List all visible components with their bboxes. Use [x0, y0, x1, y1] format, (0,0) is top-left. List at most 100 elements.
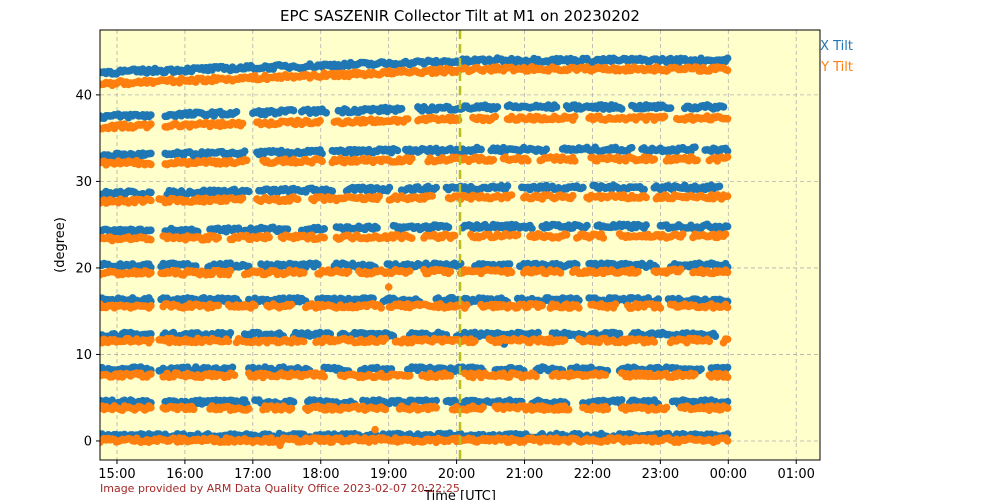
- data-point: [432, 183, 441, 192]
- data-point: [471, 337, 479, 345]
- data-point: [393, 146, 402, 155]
- data-point: [583, 221, 591, 230]
- data-point: [432, 404, 441, 412]
- data-points: [100, 54, 732, 450]
- data-point: [691, 143, 699, 151]
- data-point: [251, 301, 259, 310]
- data-point: [552, 103, 561, 111]
- data-point: [601, 371, 610, 379]
- data-point: [650, 338, 659, 346]
- data-point: [289, 398, 298, 406]
- data-point: [477, 145, 485, 154]
- data-point: [240, 147, 249, 155]
- data-point: [147, 235, 155, 244]
- data-point: [450, 231, 459, 240]
- data-point: [381, 334, 390, 343]
- data-point: [245, 187, 253, 196]
- data-point: [408, 234, 416, 242]
- data-point: [691, 370, 699, 379]
- data-point: [300, 337, 308, 346]
- data-point: [432, 396, 441, 405]
- data-point: [318, 149, 326, 158]
- data-point: [147, 188, 155, 197]
- data-point: [560, 336, 569, 344]
- data-point: [314, 260, 322, 269]
- data-point: [479, 403, 487, 411]
- data-point: [381, 405, 390, 414]
- data-point: [507, 268, 516, 277]
- data-point: [389, 332, 398, 340]
- data-point: [723, 222, 732, 231]
- data-point: [542, 145, 551, 153]
- data-point: [564, 405, 573, 414]
- data-point: [532, 372, 540, 381]
- data-point: [640, 185, 648, 194]
- data-point: [538, 301, 546, 310]
- data-point: [189, 405, 198, 414]
- data-point: [642, 221, 650, 229]
- data-point: [503, 182, 512, 190]
- data-point: [192, 262, 200, 270]
- data-point: [603, 405, 612, 414]
- data-point: [723, 54, 732, 63]
- data-point: [446, 372, 455, 380]
- data-point: [377, 304, 386, 312]
- data-point: [579, 183, 587, 192]
- data-point: [611, 300, 620, 308]
- data-point: [723, 335, 732, 344]
- data-point: [369, 294, 377, 303]
- data-point: [245, 404, 253, 413]
- data-point: [705, 337, 714, 346]
- data-point: [723, 268, 732, 277]
- data-point: [226, 329, 235, 337]
- data-point: [147, 403, 155, 412]
- data-point: [723, 147, 732, 155]
- data-point: [715, 182, 724, 191]
- data-point: [224, 337, 233, 346]
- data-point: [405, 371, 414, 380]
- data-point: [634, 267, 642, 276]
- data-point: [147, 335, 155, 344]
- data-point: [265, 233, 273, 242]
- data-point: [697, 365, 705, 373]
- data-point: [599, 234, 608, 242]
- data-point: [721, 230, 730, 238]
- data-point: [385, 183, 394, 192]
- data-point: [505, 260, 514, 268]
- data-point: [300, 269, 308, 277]
- data-point: [463, 301, 471, 309]
- data-point: [662, 403, 671, 412]
- data-point: [228, 363, 237, 372]
- series-y-tilt: [100, 63, 732, 450]
- data-point: [615, 329, 624, 338]
- data-point: [723, 437, 732, 445]
- data-point: [723, 363, 732, 372]
- data-point: [444, 223, 453, 232]
- data-point: [562, 231, 571, 239]
- data-point: [287, 404, 296, 413]
- data-point: [405, 267, 414, 275]
- data-point: [230, 371, 239, 380]
- data-point: [654, 295, 663, 303]
- data-point: [556, 269, 565, 277]
- data-point: [666, 104, 675, 112]
- data-point: [656, 304, 665, 312]
- data-point: [226, 266, 235, 275]
- data-point: [677, 265, 685, 274]
- data-point: [283, 225, 292, 233]
- data-point: [446, 267, 455, 276]
- data-point: [397, 104, 406, 113]
- data-point: [322, 109, 331, 117]
- data-point: [528, 224, 536, 233]
- data-point: [719, 103, 728, 111]
- data-point: [147, 149, 155, 158]
- data-point: [289, 106, 298, 115]
- data-point: [293, 195, 302, 204]
- data-point: [617, 396, 626, 404]
- data-point: [147, 301, 155, 310]
- data-point: [628, 143, 636, 152]
- data-point: [723, 303, 732, 312]
- data-point: [328, 187, 337, 195]
- data-point: [575, 304, 583, 312]
